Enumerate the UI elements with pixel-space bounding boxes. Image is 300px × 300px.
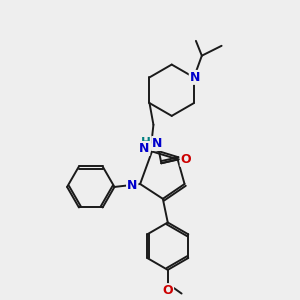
Text: H: H — [141, 136, 151, 149]
Text: N: N — [127, 179, 137, 193]
Text: O: O — [181, 153, 191, 166]
Text: N: N — [152, 137, 163, 150]
Text: N: N — [190, 71, 200, 84]
Text: O: O — [163, 284, 173, 297]
Text: N: N — [139, 142, 149, 155]
